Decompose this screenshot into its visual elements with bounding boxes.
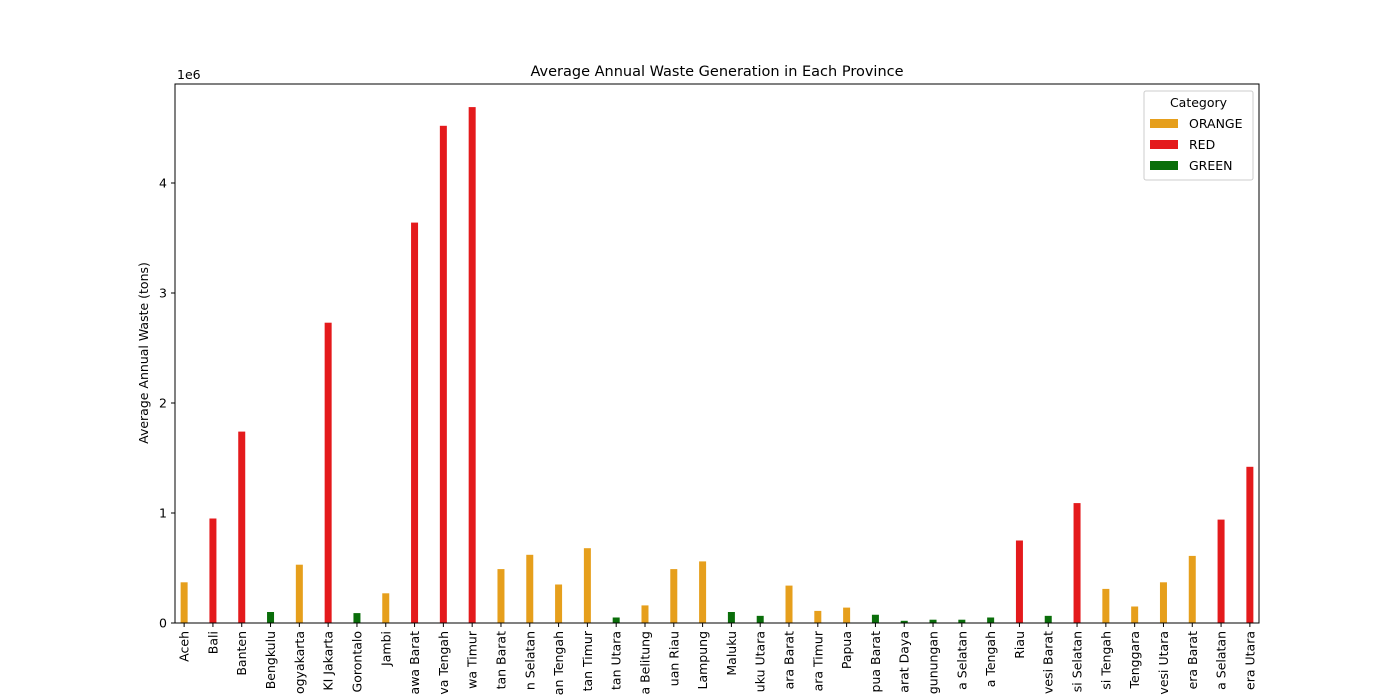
x-tick-label: Gorontalo: [349, 631, 364, 692]
x-tick-label: gunungan: [926, 631, 941, 694]
x-tick-label: a Selatan: [1214, 631, 1229, 690]
x-tick-label: wa Timur: [465, 630, 480, 689]
x-tick-label: a Tengah: [983, 631, 998, 687]
bar-green-6: [353, 613, 361, 623]
x-tick-label: uku Utara: [753, 631, 768, 692]
x-ticks-group: Aceh Bali Banten Bengkulu ogyakarta KI Jakart…: [177, 623, 1257, 695]
x-tick-label: ara Timur: [810, 630, 825, 691]
x-tick-label: Papua: [839, 631, 854, 669]
x-tick-label: era Barat: [1185, 631, 1200, 689]
x-tick-label: arat Daya: [897, 631, 912, 693]
bar-green-15: [612, 617, 620, 623]
bar-red-10: [468, 107, 476, 624]
legend-box: [1143, 90, 1254, 181]
bar-orange-22: [814, 610, 822, 623]
bar-orange-35: [1188, 555, 1196, 623]
x-tick-label: ogyakarta: [292, 631, 307, 694]
x-tick-label: Bengkulu: [263, 631, 278, 689]
x-tick-label: Jambi: [378, 631, 393, 667]
legend-title: Category: [1170, 95, 1228, 110]
y-axis-label: Average Annual Waste (tons): [136, 262, 151, 444]
legend-swatch-red: [1150, 140, 1178, 149]
bar-red-31: [1073, 503, 1081, 623]
bar-red-37: [1246, 466, 1254, 623]
x-tick-label: a Belitung: [637, 631, 652, 695]
x-tick-label: si Selatan: [1070, 631, 1085, 692]
x-tick-label: n Selatan: [522, 631, 537, 690]
x-tick-label: an Tengah: [551, 631, 566, 695]
x-tick-label: Lampung: [695, 631, 710, 690]
x-tick-label: a Selatan: [954, 631, 969, 690]
bar-red-2: [238, 431, 246, 623]
bar-green-30: [1044, 615, 1052, 623]
x-tick-label: Tenggara: [1127, 631, 1142, 689]
y-tick-label: 4: [159, 176, 167, 191]
chart-title: Average Annual Waste Generation in Each …: [530, 64, 903, 80]
bar-green-20: [756, 615, 764, 623]
x-tick-label: Aceh: [177, 631, 192, 662]
bar-orange-16: [641, 605, 649, 623]
x-tick-label: va Tengah: [436, 631, 451, 695]
bar-green-24: [871, 614, 879, 623]
x-tick-label: vesi Utara: [1156, 631, 1171, 695]
bar-green-28: [987, 617, 995, 623]
x-tick-label: vesi Barat: [1041, 631, 1056, 694]
plot-frame: [174, 83, 1260, 624]
x-tick-label: awa Barat: [407, 631, 422, 695]
bar-orange-32: [1102, 588, 1110, 623]
bar-green-27: [958, 619, 966, 623]
bar-red-1: [209, 518, 217, 623]
y-ticks-group: 0 1 2 3 4: [159, 176, 175, 631]
bar-orange-21: [785, 585, 793, 623]
y-tick-label: 1: [159, 506, 167, 521]
x-tick-label: tan Barat: [493, 631, 508, 689]
y-tick-label: 3: [159, 286, 167, 301]
x-tick-label: Bali: [205, 631, 220, 654]
bar-green-26: [929, 619, 937, 623]
x-tick-label: era Utara: [1242, 631, 1257, 690]
bar-green-25: [900, 620, 908, 623]
legend-swatch-orange: [1150, 119, 1178, 128]
y-tick-label: 0: [159, 616, 167, 631]
bar-red-9: [439, 125, 447, 624]
bar-orange-4: [295, 564, 303, 623]
bar-green-3: [267, 612, 275, 623]
bar-orange-14: [583, 548, 591, 623]
legend-label-green: GREEN: [1189, 158, 1233, 173]
x-tick-label: pua Barat: [868, 631, 883, 693]
bar-red-29: [1015, 540, 1023, 623]
bar-orange-33: [1131, 606, 1139, 623]
x-tick-label: tan Timur: [580, 630, 595, 691]
legend-swatch-green: [1150, 161, 1178, 170]
x-tick-label: Riau: [1012, 631, 1027, 659]
x-tick-label: ara Barat: [782, 631, 797, 689]
bars-group: [180, 107, 1254, 624]
x-tick-label: Maluku: [724, 631, 739, 676]
bar-orange-12: [526, 554, 534, 623]
bar-orange-11: [497, 569, 505, 623]
legend: Category ORANGE RED GREEN: [1143, 90, 1254, 181]
x-tick-label: KI Jakarta: [321, 631, 336, 691]
x-tick-label: tan Utara: [609, 631, 624, 690]
bar-orange-34: [1159, 582, 1167, 623]
y-tick-label: 2: [159, 396, 167, 411]
bar-orange-0: [180, 582, 188, 623]
bar-orange-18: [699, 561, 707, 623]
x-tick-label: si Tengah: [1098, 631, 1113, 690]
y-axis-multiplier: 1e6: [177, 67, 201, 82]
bar-red-8: [411, 222, 419, 623]
bar-orange-17: [670, 569, 678, 623]
bar-red-5: [324, 322, 332, 623]
legend-label-orange: ORANGE: [1189, 116, 1243, 131]
bar-orange-23: [843, 607, 851, 623]
bar-orange-13: [555, 584, 563, 623]
x-tick-label: uan Riau: [666, 631, 681, 686]
legend-label-red: RED: [1189, 137, 1215, 152]
bar-orange-7: [382, 593, 390, 623]
bar-red-36: [1217, 519, 1225, 623]
bar-green-19: [727, 612, 735, 623]
x-tick-label: Banten: [234, 631, 249, 676]
